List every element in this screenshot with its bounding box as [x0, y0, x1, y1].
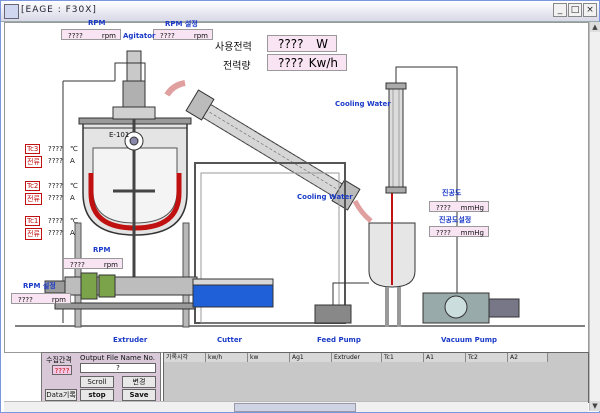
record-button[interactable]: Data기록 [45, 389, 77, 401]
vertical-scrollbar[interactable]: ▲ ▼ [589, 22, 600, 411]
vacuum-setting-label: 진공도설정 [439, 216, 472, 224]
tc3-value: ???? [48, 145, 63, 153]
extruder-rpm-value: ???? [70, 261, 85, 269]
table-header: 기록시각 kw/h kw Ag1 Extruder Tc1 A1 Tc2 A2 [164, 353, 548, 362]
maximize-button[interactable]: □ [568, 3, 582, 17]
column-header[interactable]: Tc1 [382, 353, 424, 362]
vacuum-unit: mmHg [460, 204, 484, 212]
data-log-table[interactable]: 기록시각 kw/h kw Ag1 Extruder Tc1 A1 Tc2 A2 [163, 352, 589, 403]
horizontal-scrollbar[interactable] [4, 401, 588, 412]
tc3-current-unit: A [70, 157, 75, 165]
extruder-rpm-setting-input[interactable]: ???? rpm [11, 293, 71, 304]
tc3-current-tag: 전류 [25, 156, 42, 168]
horizontal-scroll-thumb[interactable] [234, 403, 356, 412]
stop-button[interactable]: stop [80, 389, 114, 401]
power-usage-label: 사용전력 [215, 42, 252, 53]
agitator-label: Agitator [123, 32, 156, 40]
file-name-label: Output File Name No. [80, 354, 155, 362]
scroll-down-icon[interactable]: ▼ [590, 401, 600, 411]
extruder-rpm-unit: rpm [103, 261, 118, 269]
extruder-rpm-setting-unit: rpm [51, 296, 66, 304]
energy-readout: ???? Kw/h [267, 54, 347, 71]
cutter-label: Cutter [217, 336, 243, 344]
power-usage-unit: W [316, 37, 328, 51]
cooling-water-label-1: Cooling Water [335, 100, 391, 108]
column-header[interactable]: Extruder [332, 353, 382, 362]
extruder-rpm-setting-label: RPM 설정 [23, 282, 56, 290]
scroll-up-icon[interactable]: ▲ [590, 22, 600, 32]
column-header[interactable]: 기록시각 [164, 353, 206, 362]
vacuum-value: ???? [436, 204, 451, 212]
energy-value: ???? [278, 56, 304, 70]
column-header[interactable]: kw/h [206, 353, 248, 362]
column-header[interactable]: Ag1 [290, 353, 332, 362]
tc1-current-tag: 전류 [25, 228, 42, 240]
rpm-setting-input[interactable]: ???? rpm [153, 29, 213, 40]
data-control-panel: 수집간격 Output File Name No. ???? ? Scroll … [41, 352, 161, 403]
energy-label: 전력량 [223, 61, 251, 72]
tc1-current-unit: A [70, 229, 75, 237]
save-button[interactable]: Save [122, 389, 156, 401]
vacuum-readout: ???? mmHg [429, 201, 489, 212]
rpm-value: ???? [68, 32, 83, 40]
process-diagram: RPM RPM 설정 ???? rpm ???? rpm Agitator 사용… [4, 19, 589, 353]
rpm-unit: rpm [101, 32, 116, 40]
power-usage-readout: ???? W [267, 35, 337, 52]
rpm-setting-label: RPM 설정 [165, 20, 198, 28]
tc1-tag: Tc1 [25, 216, 41, 226]
process-graphic [15, 50, 585, 328]
tc3-current-value: ???? [48, 157, 63, 165]
rpm-setting-value: ???? [160, 32, 175, 40]
column-header[interactable]: A2 [508, 353, 548, 362]
vacuum-label: 진공도 [442, 189, 462, 197]
tc2-value: ???? [48, 182, 63, 190]
vacuum-setting-value: ???? [436, 229, 451, 237]
tc2-current-value: ???? [48, 194, 63, 202]
column-header[interactable]: kw [248, 353, 290, 362]
scroll-button[interactable]: Scroll [80, 376, 114, 388]
energy-unit: Kw/h [308, 56, 338, 70]
rpm-setting-unit: rpm [193, 32, 208, 40]
file-name-input[interactable]: ? [80, 363, 156, 373]
interval-input[interactable]: ???? [52, 365, 72, 375]
rpm-label: RPM [88, 19, 106, 27]
feed-pump-label: Feed Pump [317, 336, 361, 344]
extruder-rpm-readout: ???? rpm [63, 258, 123, 269]
interval-label: 수집간격 [46, 356, 72, 364]
tc1-current-value: ???? [48, 229, 63, 237]
tc2-tag: Tc2 [25, 181, 41, 191]
vacuum-setting-input[interactable]: ???? mmHg [429, 226, 489, 237]
extruder-rpm-label: RPM [93, 246, 111, 254]
title-bar[interactable]: [EAGE : F30X] _ □ × [1, 1, 599, 22]
tc3-unit: ℃ [70, 145, 78, 153]
app-icon [4, 4, 19, 19]
window-title: [EAGE : F30X] [21, 5, 97, 15]
tc2-current-tag: 전류 [25, 193, 42, 205]
tc2-current-unit: A [70, 194, 75, 202]
cooling-water-label-2: Cooling Water [297, 193, 353, 201]
extruder-label: Extruder [113, 336, 148, 344]
tc1-value: ???? [48, 217, 63, 225]
tc3-tag: Tc3 [25, 144, 41, 154]
change-button[interactable]: 변경 [122, 376, 156, 388]
column-header[interactable]: A1 [424, 353, 466, 362]
vacuum-setting-unit: mmHg [460, 229, 484, 237]
extruder-rpm-setting-value: ???? [18, 296, 33, 304]
column-header[interactable]: Tc2 [466, 353, 508, 362]
tc1-unit: ℃ [70, 217, 78, 225]
minimize-button[interactable]: _ [553, 3, 567, 17]
e101-label: E-101 [109, 131, 130, 139]
close-button[interactable]: × [583, 3, 597, 17]
vacuum-pump-label: Vacuum Pump [441, 336, 498, 344]
power-usage-value: ???? [278, 37, 304, 51]
rpm-readout: ???? rpm [61, 29, 121, 40]
tc2-unit: ℃ [70, 182, 78, 190]
